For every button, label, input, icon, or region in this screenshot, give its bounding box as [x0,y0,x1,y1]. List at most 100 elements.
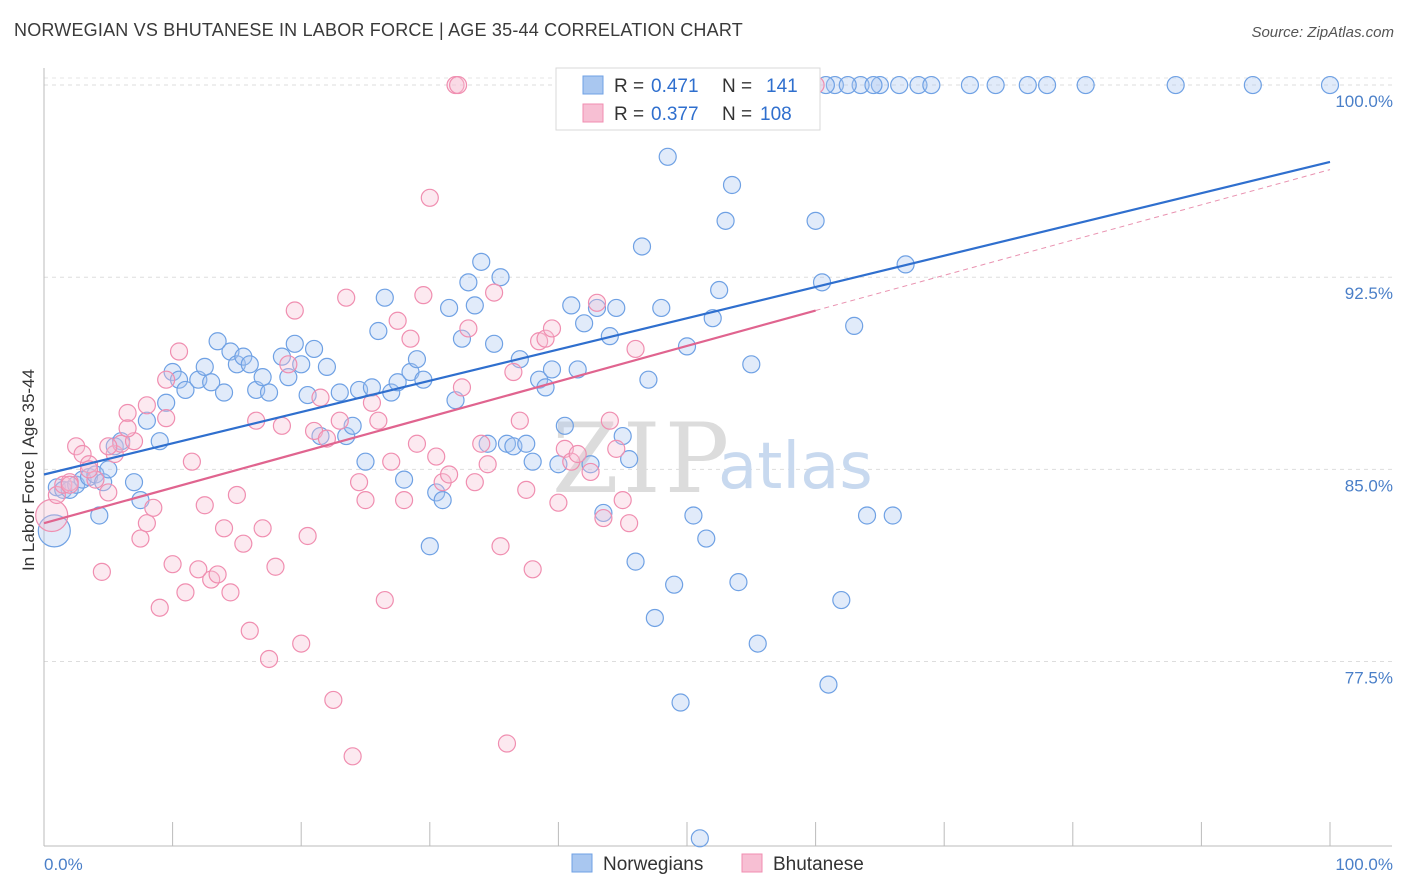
bhutanese-point-74 [510,411,529,430]
bhutanese-point-51 [369,411,388,430]
norwegians-point-29 [240,355,259,374]
norwegians-point-132 [890,75,909,95]
norwegians-point-36 [292,355,311,374]
bhutanese-point-14 [131,529,150,548]
norwegians-point-53 [407,350,427,369]
norwegians-point-78 [568,360,587,379]
bottom-legend-swatch-norwegians [571,853,593,873]
bhutanese-point-44 [324,690,343,710]
bhutanese-point-28 [221,583,240,602]
bhutanese-point-54 [388,311,407,330]
norwegians-point-61 [459,273,478,292]
norwegians-point-65 [485,334,504,353]
bhutanese-point-58 [414,286,433,305]
norwegians-point-15 [137,411,156,430]
bhutanese-point-9 [99,483,118,502]
bhutanese-point-78 [536,329,555,348]
bhutanese-point-52 [375,590,394,610]
norwegians-point-110 [845,316,864,335]
bhutanese-point-39 [292,634,311,653]
bhutanese-point-104 [99,437,118,456]
norwegians-point-41 [330,383,349,402]
norwegians-point-71 [523,452,542,471]
bhutanese-point-0 [35,498,69,533]
bhutanese-point-40 [298,526,317,546]
norwegians-point-107 [812,273,832,292]
bhutanese-point-1 [47,485,66,505]
norwegians-point-106 [806,211,825,230]
bhutanese-point-21 [176,583,195,602]
y-tick-label-0: 100.0% [1335,92,1393,111]
bottom-legend-bhutanese: Bhutanese [773,854,864,875]
norwegians-point-94 [671,693,690,712]
bhutanese-point-26 [208,565,227,584]
y-tick-label-1: 92.5% [1345,284,1393,303]
bhutanese-point-47 [343,747,362,766]
bhutanese-point-83 [568,444,587,464]
norwegians-point-45 [356,452,375,471]
bhutanese-point-90 [613,491,632,510]
bhutanese-point-85 [581,462,600,482]
norwegians-point-57 [433,491,452,510]
bhutanese-point-49 [356,491,375,510]
norwegians-point-34 [279,368,298,387]
y-tick-label-2: 85.0% [1345,476,1393,495]
x-tick-label-1: 100.0% [1335,855,1393,874]
norwegians-point-55 [420,537,439,556]
bhutanese-point-70 [485,283,504,302]
trend-line-bhutanese-extension [815,169,1331,312]
norwegians-point-108 [819,675,838,694]
norwegians-point-80 [581,455,600,474]
bhutanese-point-12 [118,403,137,423]
bhutanese-point-92 [626,339,645,359]
norwegians-point-127 [1243,75,1262,95]
bhutanese-point-69 [478,455,497,474]
norwegians-point-122 [960,75,980,95]
legend-swatch-norwegians [582,75,604,95]
bhutanese-point-91 [620,514,639,533]
norwegians-point-89 [639,370,658,389]
bhutanese-point-55 [394,491,414,510]
norwegians-point-124 [1037,75,1057,95]
norwegians-point-114 [1018,75,1037,95]
bhutanese-point-79 [542,319,562,338]
bhutanese-point-57 [407,434,427,453]
norwegians-point-120 [909,75,928,95]
bhutanese-point-33 [253,519,272,538]
norwegians-point-31 [253,368,272,387]
norwegians-point-130 [838,75,857,95]
norwegians-point-112 [883,506,902,525]
bhutanese-point-22 [182,452,201,471]
bhutanese-point-35 [266,557,285,576]
bhutanese-point-16 [144,498,163,517]
bottom-legend: Norwegians Bhutanese [571,853,864,875]
bhutanese-point-105 [118,419,137,438]
norwegians-point-60 [452,329,472,348]
bhutanese-point-5 [73,444,92,464]
norwegians-point-62 [465,296,484,315]
norwegians-point-64 [478,434,497,453]
trend-lines [43,160,1331,525]
norwegians-point-74 [542,360,562,379]
norwegians-point-92 [658,147,677,166]
norwegians-point-17 [157,393,176,412]
bhutanese-point-27 [214,519,234,538]
norwegians-point-84 [607,298,626,318]
watermark: ZIP atlas [552,403,873,515]
bhutanese-point-59 [420,188,439,207]
bhutanese-point-73 [504,362,523,382]
bhutanese-point-15 [137,514,156,533]
norwegians-point-125 [1076,75,1095,95]
bhutanese-point-67 [465,473,484,492]
norwegians-point-10 [99,460,118,479]
bhutanese-point-72 [497,734,517,753]
norwegians-point-81 [587,298,607,318]
bhutanese-point-20 [169,342,189,361]
bhutanese-point-18 [157,409,176,428]
bhutanese-point-24 [195,496,214,515]
norwegians-point-40 [317,357,337,376]
norwegians-point-93 [665,575,684,594]
norwegians-point-97 [690,829,709,848]
norwegians-point-23 [202,373,221,392]
bhutanese-point-102 [60,475,79,494]
